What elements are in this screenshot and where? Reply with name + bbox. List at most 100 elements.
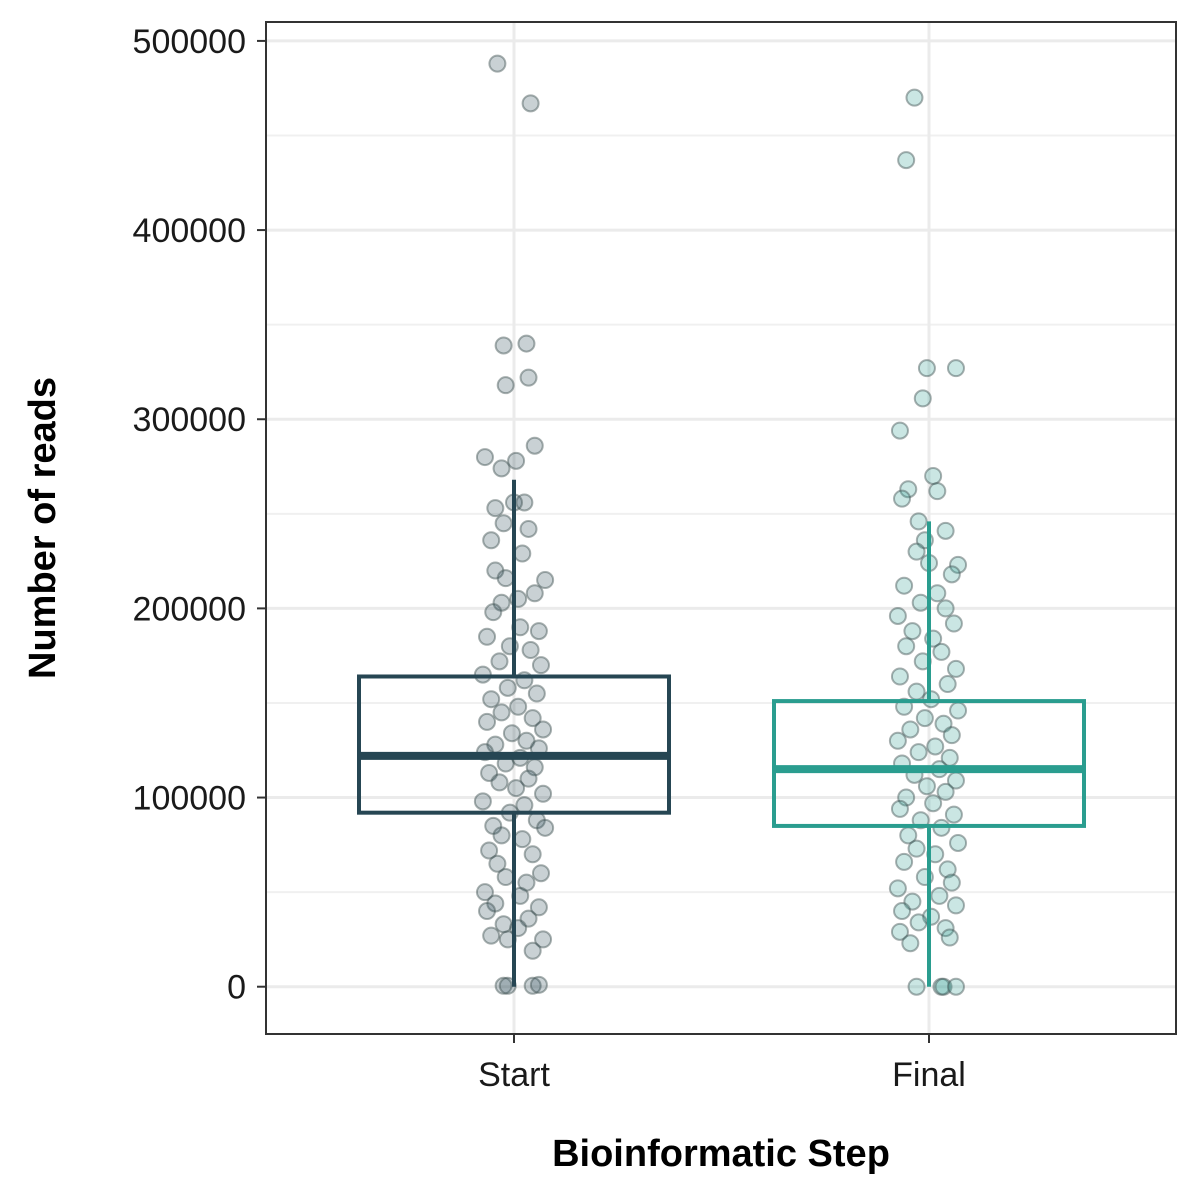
data-point-start	[513, 544, 532, 563]
data-point-start	[486, 561, 505, 580]
data-point-start	[517, 873, 536, 892]
data-point-final	[930, 886, 949, 905]
data-point-start	[502, 724, 521, 743]
y-axis: 0 100000 200000 300000 400000 500000	[133, 23, 266, 1007]
data-point-start	[492, 703, 511, 722]
data-point-final	[895, 576, 914, 595]
data-point-start	[475, 883, 494, 902]
data-point-start	[525, 436, 544, 455]
data-point-start	[492, 826, 511, 845]
data-point-start	[523, 976, 542, 995]
data-point-final	[924, 794, 943, 813]
data-point-final	[901, 720, 920, 739]
data-point-start	[484, 603, 503, 622]
data-point-start	[509, 697, 528, 716]
data-point-start	[515, 493, 534, 512]
y-tick-label: 200000	[133, 590, 246, 628]
data-point-final	[949, 701, 968, 720]
data-point-start	[498, 678, 517, 697]
plot-panel-border	[265, 21, 1177, 1035]
data-point-start	[517, 334, 536, 353]
data-point-start	[494, 915, 513, 934]
data-point-start	[486, 499, 505, 518]
data-point-start	[496, 569, 515, 588]
data-point-start	[482, 926, 501, 945]
box-final	[772, 521, 1086, 987]
data-point-start	[517, 731, 536, 750]
x-tick-label: Start	[478, 1056, 550, 1094]
data-point-final	[893, 489, 912, 508]
data-point-final	[897, 788, 916, 807]
y-tick-label: 500000	[133, 23, 246, 61]
data-point-final	[913, 389, 932, 408]
data-point-start	[492, 593, 511, 612]
data-point-final	[949, 555, 968, 574]
data-point-final	[907, 977, 926, 996]
data-point-final	[897, 637, 916, 656]
y-tick-label: 400000	[133, 212, 246, 250]
data-point-final	[888, 879, 907, 898]
data-point-final	[934, 977, 953, 996]
data-point-final	[895, 852, 914, 871]
data-point-start	[523, 709, 542, 728]
data-point-final	[893, 902, 912, 921]
data-point-start	[478, 627, 497, 646]
data-point-start	[523, 845, 542, 864]
data-point-final	[890, 667, 909, 686]
data-point-start	[482, 690, 501, 709]
data-point-start	[536, 571, 555, 590]
data-point-final	[909, 512, 928, 531]
data-point-final	[899, 480, 918, 499]
boxes	[357, 479, 1086, 987]
data-point-start	[534, 930, 553, 949]
data-point-final	[890, 922, 909, 941]
data-point-start	[534, 784, 553, 803]
data-point-final	[928, 584, 947, 603]
data-point-final	[903, 622, 922, 641]
data-point-start	[529, 622, 548, 641]
data-point-start	[536, 818, 555, 837]
data-point-start	[488, 854, 507, 873]
data-point-final	[944, 614, 963, 633]
data-point-final	[942, 726, 961, 745]
data-point-final	[938, 860, 957, 879]
data-point-start	[494, 514, 513, 533]
data-point-start	[519, 909, 538, 928]
data-point-final	[924, 466, 943, 485]
data-point-final	[890, 421, 909, 440]
data-point-final	[909, 743, 928, 762]
data-point-start	[531, 656, 550, 675]
data-point-start	[525, 584, 544, 603]
data-point-start	[490, 652, 509, 671]
data-point-final	[905, 88, 924, 107]
data-point-start	[519, 368, 538, 387]
data-point-final	[911, 593, 930, 612]
data-point-start	[527, 684, 546, 703]
data-point-final	[934, 714, 953, 733]
data-point-start	[490, 773, 509, 792]
data-point-start	[521, 94, 540, 113]
data-point-final	[888, 731, 907, 750]
data-point-final	[942, 565, 961, 584]
data-point-final	[932, 977, 951, 996]
data-point-start	[523, 941, 542, 960]
y-tick-label: 300000	[133, 401, 246, 439]
data-point-start	[534, 720, 553, 739]
data-point-start	[496, 376, 515, 395]
data-point-final	[949, 833, 968, 852]
data-point-start	[482, 531, 501, 550]
data-point-start	[475, 448, 494, 467]
data-point-start	[507, 779, 526, 798]
plot-panel-background	[266, 22, 1176, 1034]
data-point-final	[946, 659, 965, 678]
data-point-start	[473, 792, 492, 811]
data-point-start	[480, 841, 499, 860]
data-point-start	[486, 894, 505, 913]
data-point-start	[494, 976, 513, 995]
data-point-final	[944, 805, 963, 824]
data-point-final	[915, 709, 934, 728]
data-point-start	[484, 816, 503, 835]
y-tick-label: 0	[227, 969, 246, 1007]
data-point-final	[907, 839, 926, 858]
